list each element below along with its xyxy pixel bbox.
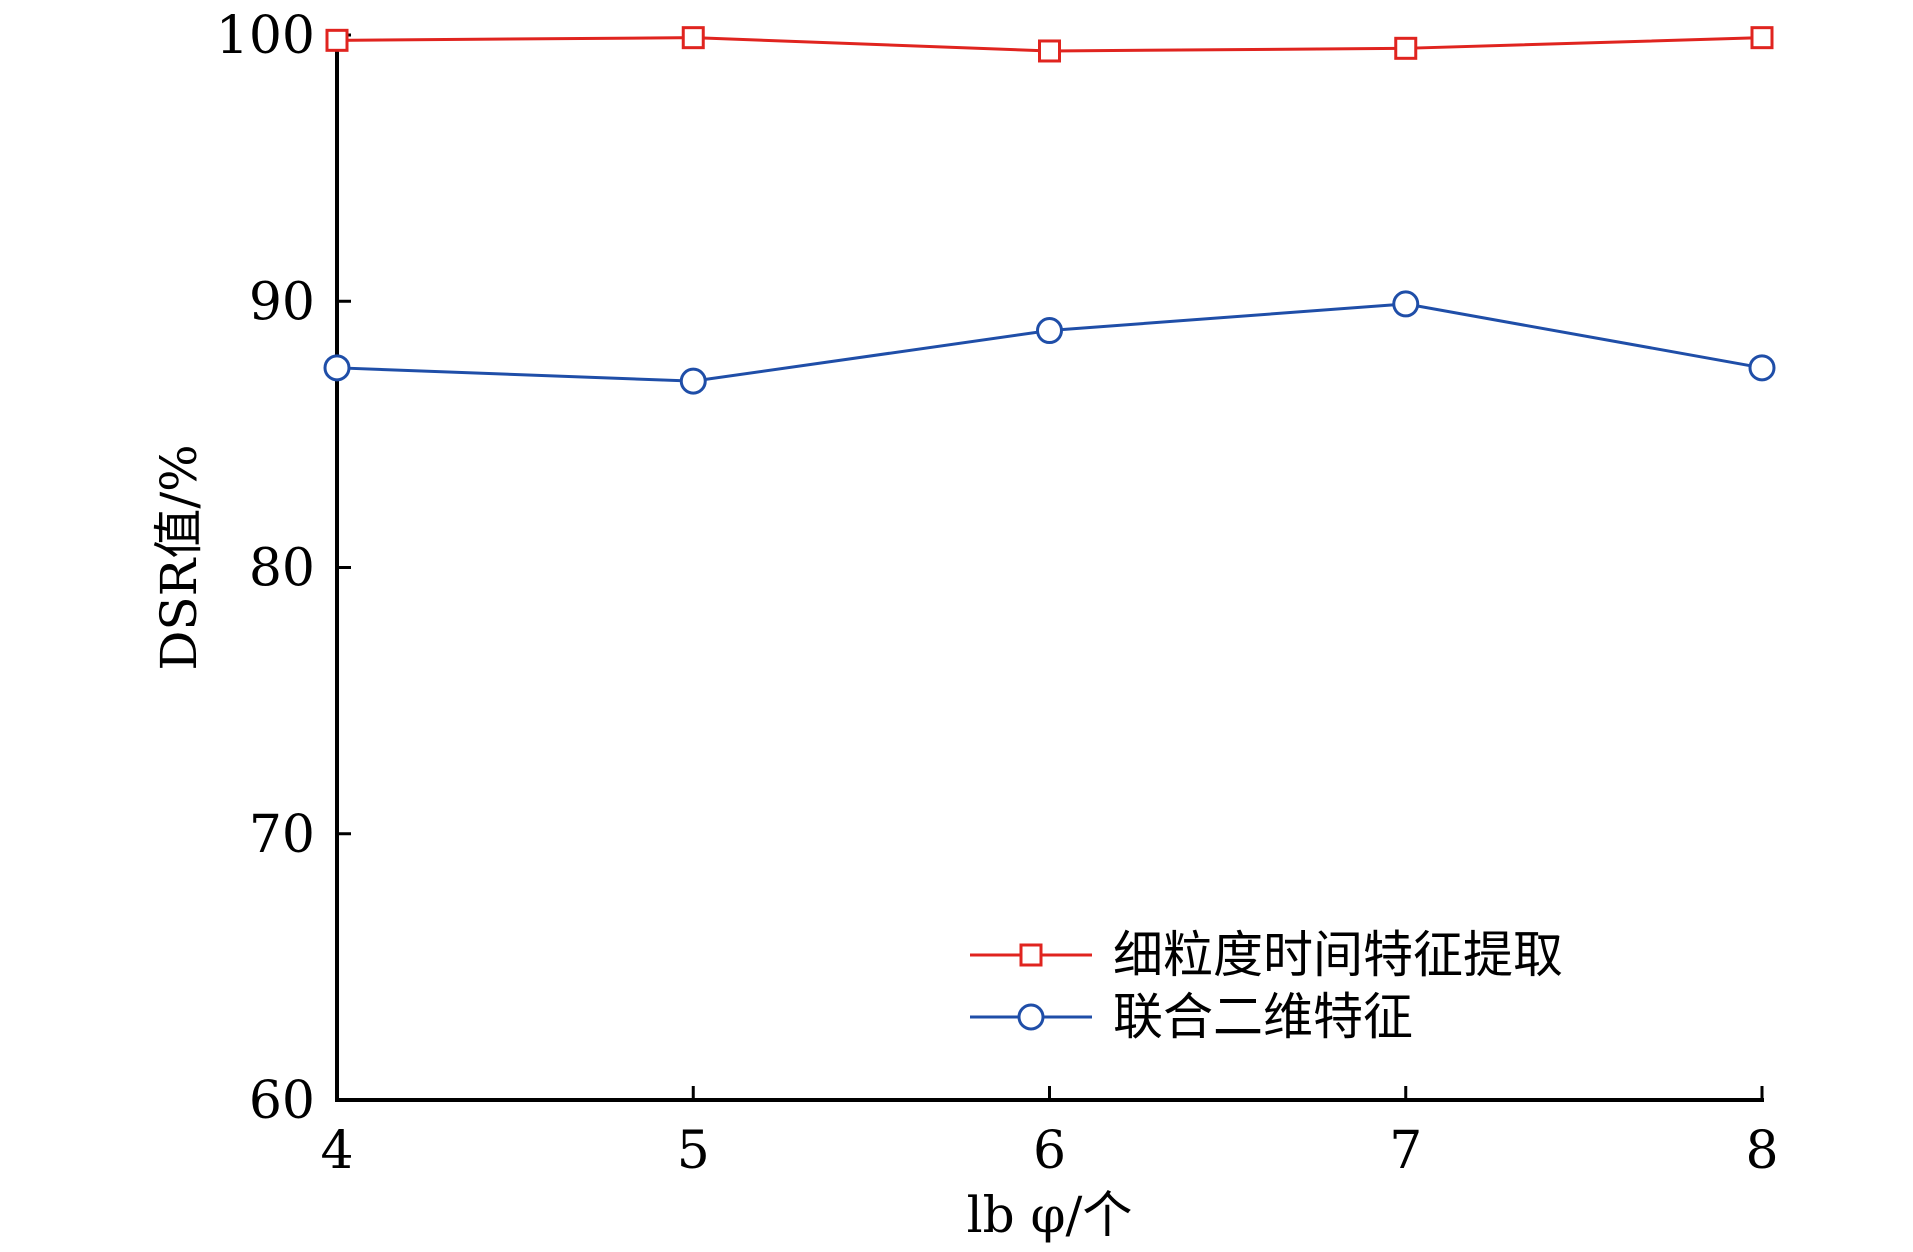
data-point xyxy=(1038,39,1061,63)
x-tick-label: 4 xyxy=(320,1121,353,1181)
data-point xyxy=(1394,36,1418,60)
x-tick-label: 8 xyxy=(1745,1121,1778,1181)
data-point xyxy=(1748,354,1776,382)
data-point xyxy=(1750,26,1774,50)
x-tick-label: 5 xyxy=(677,1121,710,1181)
legend: 细粒度时间特征提取 联合二维特征 xyxy=(970,926,1563,1046)
series-1 xyxy=(323,290,1776,395)
series xyxy=(323,26,1776,395)
ticks: 60 70 80 90 100 4 5 6 7 8 xyxy=(216,6,1779,1181)
y-tick-label: 100 xyxy=(216,6,315,66)
legend-label: 细粒度时间特征提取 xyxy=(1113,926,1563,984)
data-point xyxy=(679,367,707,395)
x-tick-label: 7 xyxy=(1389,1121,1422,1181)
circle-icon xyxy=(1017,1003,1045,1031)
data-point xyxy=(1036,317,1063,345)
legend-item-fine-grained: 细粒度时间特征提取 xyxy=(970,926,1563,984)
legend-item-joint-2d: 联合二维特征 xyxy=(970,988,1413,1046)
data-point xyxy=(681,26,705,50)
y-tick-label: 90 xyxy=(249,272,315,332)
x-tick-label: 6 xyxy=(1033,1121,1066,1181)
y-tick-label: 70 xyxy=(249,805,315,865)
data-point xyxy=(323,354,351,382)
y-tick-label: 80 xyxy=(249,539,315,599)
y-tick-label: 60 xyxy=(249,1071,315,1131)
series-0 xyxy=(325,26,1774,63)
data-point xyxy=(325,28,349,52)
x-axis-title: lb φ/个 xyxy=(967,1186,1133,1244)
data-point xyxy=(1392,290,1420,318)
legend-label: 联合二维特征 xyxy=(1113,988,1413,1046)
y-axis-title: DSR值/% xyxy=(150,444,208,670)
square-icon xyxy=(1019,943,1043,967)
